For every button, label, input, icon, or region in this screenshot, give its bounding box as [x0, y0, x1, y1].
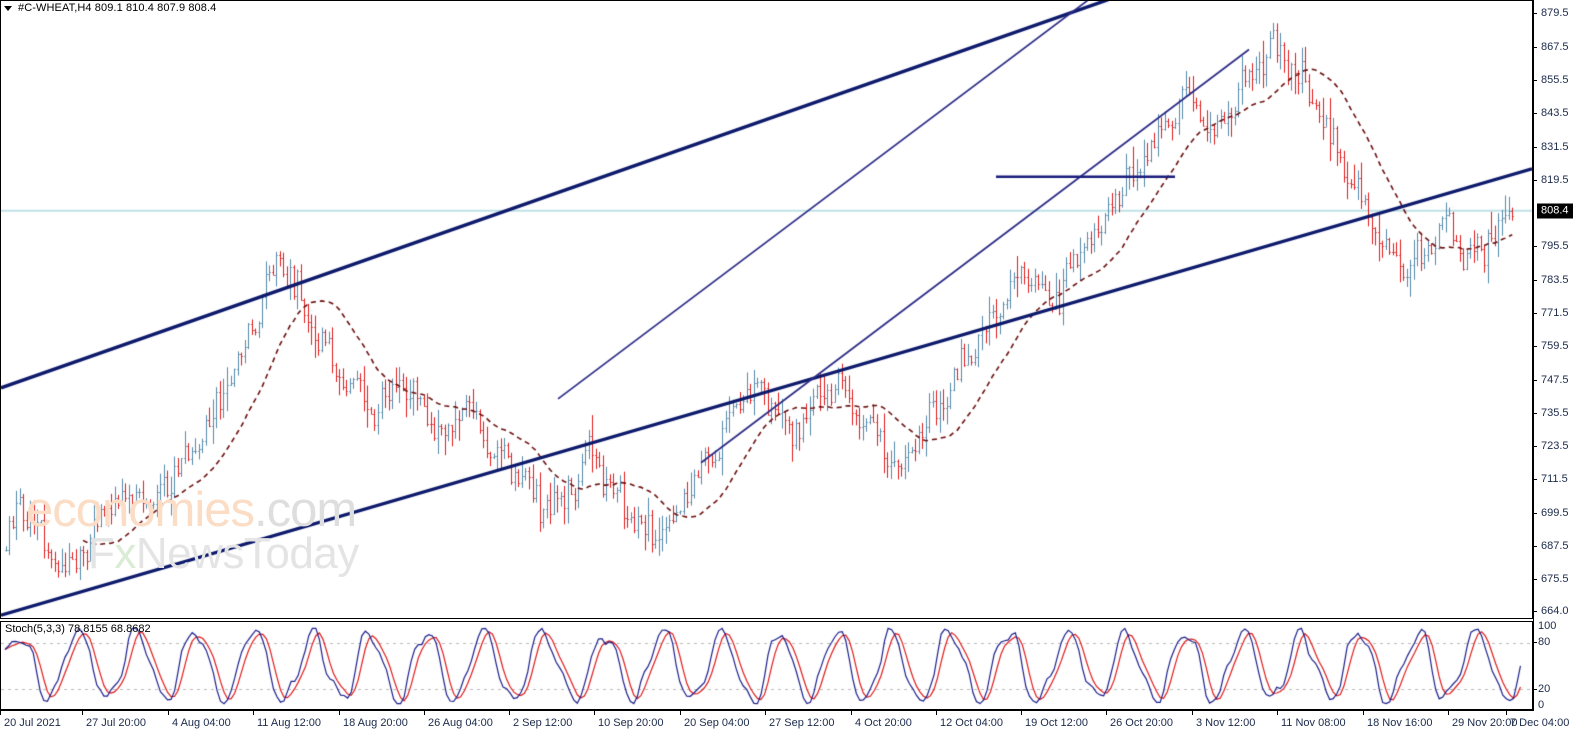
price-axis-tick [1533, 579, 1537, 581]
time-axis-tick [82, 710, 83, 715]
time-axis-tick [1192, 710, 1193, 715]
time-axis-tick [851, 710, 852, 715]
time-axis-tick [339, 710, 340, 715]
time-axis-label: 7 Dec 04:00 [1510, 717, 1570, 729]
price-axis-label: 819.5 [1541, 173, 1569, 186]
price-axis-tick [1533, 179, 1537, 181]
time-axis-tick [424, 710, 425, 715]
price-axis[interactable]: 879.5 867.5 855.5 843.5 831.5 819.5 795.5 783.5… [1533, 0, 1596, 711]
time-axis-tick [0, 710, 1, 715]
price-axis-tick [1533, 412, 1537, 414]
time-axis-line [0, 710, 1534, 711]
price-axis-label: 759.5 [1541, 340, 1569, 353]
time-axis-tick [936, 710, 937, 715]
price-axis-label: 699.5 [1541, 506, 1569, 519]
price-axis-tick [1533, 246, 1537, 248]
price-axis-tick [1533, 113, 1537, 115]
price-axis-label: 723.5 [1541, 440, 1569, 453]
time-axis-label: 26 Aug 04:00 [428, 717, 493, 729]
time-axis-label: 11 Nov 08:00 [1281, 717, 1346, 729]
price-axis-label: 687.5 [1541, 539, 1569, 552]
time-axis-tick [1021, 710, 1022, 715]
time-axis[interactable]: 20 Jul 2021 27 Jul 20:00 4 Aug 04:00 11 Aug… [0, 710, 1596, 743]
price-axis-tick [1533, 279, 1537, 281]
symbol-ohlc-label: #C-WHEAT,H4 809.1 810.4 807.9 808.4 [18, 1, 217, 14]
time-axis-tick [765, 710, 766, 715]
symbol-bar: #C-WHEAT,H4 809.1 810.4 807.9 808.4 [0, 0, 1533, 15]
time-axis-tick [1363, 710, 1364, 715]
price-axis-tick [1533, 379, 1537, 381]
stochastic-axis-label: 0 [1538, 699, 1545, 711]
time-axis-label: 11 Aug 12:00 [257, 717, 322, 729]
price-axis-label: 855.5 [1541, 74, 1569, 87]
stochastic-axis-tick [1533, 689, 1537, 691]
time-axis-tick [1277, 710, 1278, 715]
price-axis-label: 783.5 [1541, 273, 1569, 286]
price-axis-tick [1533, 312, 1537, 314]
time-axis-tick [594, 710, 595, 715]
price-chart-frame [0, 0, 1533, 619]
price-axis-tick [1533, 446, 1537, 448]
price-axis-tick [1533, 611, 1537, 613]
price-chart-area[interactable] [1, 1, 1532, 618]
price-axis-label: 675.5 [1541, 573, 1569, 586]
price-axis-label: 735.5 [1541, 406, 1569, 419]
time-axis-label: 4 Oct 20:00 [855, 717, 912, 729]
time-axis-tick [1506, 710, 1507, 715]
stochastic-axis-label: 100 [1538, 620, 1557, 632]
time-axis-tick [509, 710, 510, 715]
time-axis-label: 18 Nov 16:00 [1367, 717, 1433, 729]
stochastic-chart-frame [0, 621, 1533, 710]
price-axis-tick [1533, 146, 1537, 148]
time-axis-tick [680, 710, 681, 715]
price-axis-tick [1533, 80, 1537, 82]
time-axis-label: 12 Oct 04:00 [940, 717, 1003, 729]
stochastic-chart-area[interactable] [1, 622, 1532, 709]
time-axis-tick [1106, 710, 1107, 715]
time-axis-label: 27 Sep 12:00 [769, 717, 835, 729]
price-axis-tick [1533, 479, 1537, 481]
time-axis-label: 20 Sep 04:00 [684, 717, 750, 729]
price-chart-canvas[interactable] [1, 1, 1532, 618]
stochastic-axis-tick [1533, 641, 1537, 643]
stochastic-chart-canvas[interactable] [1, 622, 1532, 709]
price-axis-tick [1533, 545, 1537, 547]
time-axis-label: 29 Nov 20:00 [1452, 717, 1518, 729]
time-axis-label: 20 Jul 2021 [4, 717, 61, 729]
time-axis-tick [253, 710, 254, 715]
price-axis-label: 879.5 [1541, 7, 1569, 20]
price-axis-label: 711.5 [1541, 473, 1568, 486]
price-axis-label: 795.5 [1541, 240, 1569, 253]
current-price-tag: 808.4 [1537, 203, 1573, 219]
price-axis-label: 867.5 [1541, 40, 1569, 53]
time-axis-label: 10 Sep 20:00 [598, 717, 664, 729]
axis-divider [1533, 0, 1534, 710]
time-axis-label: 18 Aug 20:00 [343, 717, 408, 729]
stochastic-legend: Stoch(5,3,3) 78.8155 68.8682 [5, 623, 151, 635]
price-axis-tick [1533, 346, 1537, 348]
price-axis-label: 747.5 [1541, 373, 1569, 386]
price-axis-label: 771.5 [1541, 306, 1569, 319]
triangle-down-icon[interactable] [4, 3, 13, 12]
price-axis-tick [1533, 512, 1537, 514]
time-axis-label: 27 Jul 20:00 [86, 717, 146, 729]
time-axis-tick [1448, 710, 1449, 715]
time-axis-label: 26 Oct 20:00 [1110, 717, 1173, 729]
price-axis-tick [1533, 13, 1537, 15]
stochastic-axis-label: 20 [1538, 683, 1551, 696]
price-axis-label: 831.5 [1541, 140, 1569, 153]
price-axis-label: 843.5 [1541, 107, 1569, 120]
time-axis-label: 19 Oct 12:00 [1025, 717, 1088, 729]
price-axis-tick [1533, 46, 1537, 48]
time-axis-label: 3 Nov 12:00 [1196, 717, 1256, 729]
time-axis-label: 4 Aug 04:00 [172, 717, 231, 729]
time-axis-tick [168, 710, 169, 715]
stochastic-axis-label: 80 [1538, 635, 1551, 648]
price-axis-label: 664.0 [1541, 605, 1569, 618]
time-axis-label: 2 Sep 12:00 [513, 717, 573, 729]
